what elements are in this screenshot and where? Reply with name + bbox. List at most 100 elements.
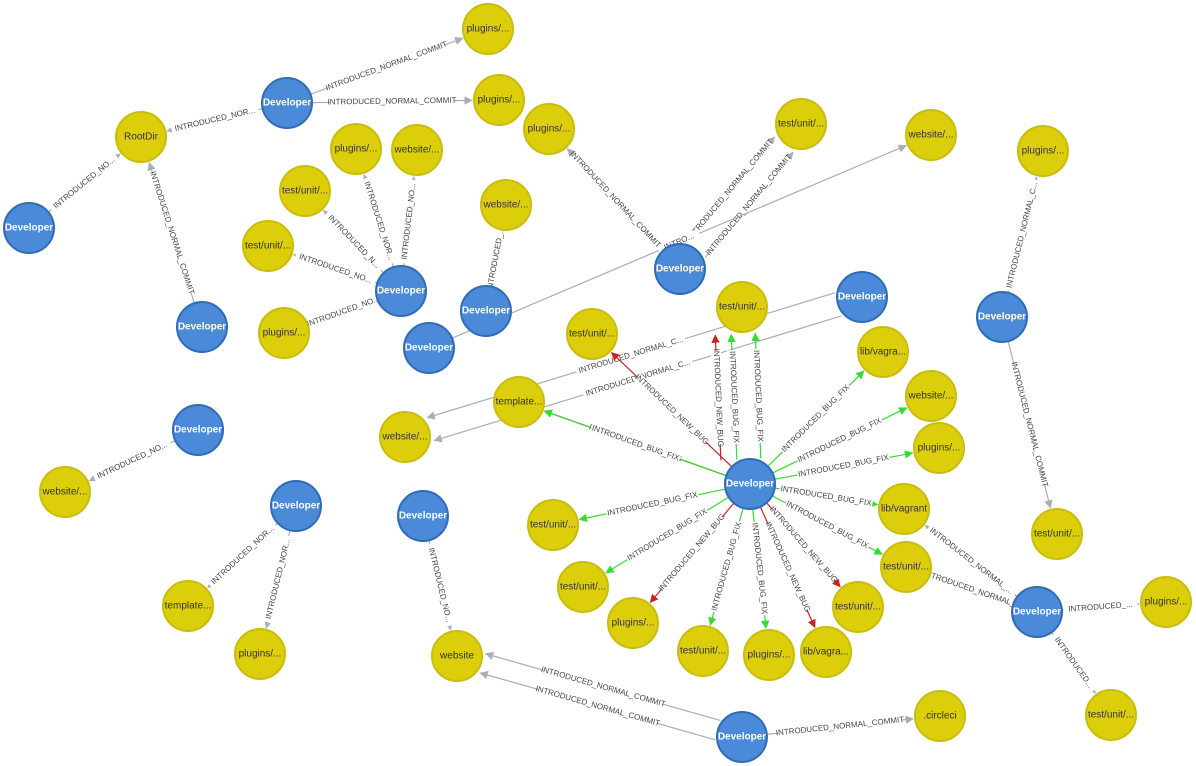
file-node-circle[interactable]	[480, 179, 532, 231]
file-node-circle[interactable]	[914, 690, 966, 742]
developer-node[interactable]: Developer	[976, 291, 1028, 343]
file-node[interactable]: test/unit/...	[775, 98, 827, 150]
file-node[interactable]: test/unit/...	[1031, 508, 1083, 560]
developer-node-circle[interactable]	[460, 285, 512, 337]
file-node[interactable]: website/...	[905, 109, 957, 161]
relationship-edge[interactable]: INTRO...	[451, 144, 907, 339]
file-node-circle[interactable]	[391, 124, 443, 176]
relationship-edge[interactable]: INTRODUCED_NORMAL_COMMIT	[310, 36, 464, 95]
file-node-circle[interactable]	[880, 541, 932, 593]
developer-node-circle[interactable]	[836, 271, 888, 323]
developer-node[interactable]: Developer	[375, 265, 427, 317]
file-node[interactable]: website/...	[391, 124, 443, 176]
file-node-circle[interactable]	[162, 580, 214, 632]
file-node-circle[interactable]	[39, 466, 91, 518]
developer-node[interactable]: Developer	[1011, 586, 1063, 638]
file-node[interactable]: lib/vagra...	[857, 326, 909, 378]
file-node[interactable]: plugins/...	[462, 3, 514, 55]
file-node[interactable]: test/unit/...	[527, 499, 579, 551]
file-node-circle[interactable]	[800, 626, 852, 678]
developer-node-circle[interactable]	[976, 291, 1028, 343]
file-node[interactable]: plugins/...	[1140, 576, 1192, 628]
file-node-circle[interactable]	[1140, 576, 1192, 628]
file-node-circle[interactable]	[234, 628, 286, 680]
relationship-edge[interactable]: INTRODUCED_BUG_FIX	[726, 333, 742, 460]
developer-node[interactable]: Developer	[270, 480, 322, 532]
developer-node[interactable]: Developer	[261, 77, 313, 129]
developer-node-circle[interactable]	[654, 243, 706, 295]
file-node-circle[interactable]	[905, 370, 957, 422]
file-node[interactable]: website	[431, 630, 483, 682]
file-node[interactable]: template...	[162, 580, 214, 632]
file-node-circle[interactable]	[716, 281, 768, 333]
file-node[interactable]: website/...	[480, 179, 532, 231]
file-node[interactable]: test/unit/...	[1085, 689, 1137, 741]
file-node-circle[interactable]	[566, 308, 618, 360]
file-node-circle[interactable]	[115, 111, 167, 163]
developer-node-circle[interactable]	[270, 480, 322, 532]
file-node-circle[interactable]	[527, 499, 579, 551]
file-node-circle[interactable]	[775, 98, 827, 150]
file-node[interactable]: .circleci	[914, 690, 966, 742]
relationship-edge[interactable]: INTRODUCED_NORMAL_COMMIT	[566, 148, 664, 252]
developer-node[interactable]: Developer	[176, 301, 228, 353]
file-node[interactable]: plugins/...	[607, 597, 659, 649]
developer-node-circle[interactable]	[403, 322, 455, 374]
file-node[interactable]: plugins/...	[523, 103, 575, 155]
developer-node[interactable]: Developer	[403, 322, 455, 374]
file-node[interactable]: plugins/...	[913, 422, 965, 474]
file-node[interactable]: test/unit/...	[557, 561, 609, 613]
file-node-circle[interactable]	[242, 220, 294, 272]
file-node[interactable]: test/unit/...	[566, 308, 618, 360]
file-node[interactable]: lib/vagra...	[800, 626, 852, 678]
developer-node-circle[interactable]	[724, 458, 776, 510]
file-node-circle[interactable]	[279, 165, 331, 217]
developer-node[interactable]: Developer	[460, 285, 512, 337]
relationship-edge[interactable]: INTRODUCED_NORMAL_C...	[1003, 176, 1041, 293]
relationship-edge[interactable]: INTRODUCED_NO...	[302, 292, 385, 331]
relationship-edge[interactable]: INTRODUCED_NORMAL_COMMIT	[766, 715, 914, 739]
file-node-circle[interactable]	[462, 3, 514, 55]
relationship-edge[interactable]: INTRODUCED_NO...	[399, 175, 419, 267]
relationship-edge[interactable]: INTRODUCED_NEW_BUG	[710, 334, 726, 461]
file-node[interactable]: test/unit/...	[677, 625, 729, 677]
relationship-edge[interactable]: INTRODUCED_NORMAL_COMMIT	[1007, 341, 1053, 509]
relationship-edge[interactable]: INTRODUCED_NO...	[48, 152, 121, 214]
relationship-edge[interactable]: INTRODUCED_BUG_FIX	[750, 332, 766, 459]
file-node[interactable]: plugins/...	[330, 123, 382, 175]
file-node-circle[interactable]	[379, 411, 431, 463]
developer-node-circle[interactable]	[375, 265, 427, 317]
file-node-circle[interactable]	[857, 326, 909, 378]
file-node-circle[interactable]	[493, 376, 545, 428]
developer-node-circle[interactable]	[172, 404, 224, 456]
file-node[interactable]: plugins/...	[234, 628, 286, 680]
developer-node[interactable]: Developer	[654, 243, 706, 295]
file-node-circle[interactable]	[607, 597, 659, 649]
relationship-edge[interactable]: INTRODUCED_NOR...	[166, 104, 263, 135]
file-node[interactable]: plugins/...	[473, 74, 525, 126]
file-node[interactable]: test/unit/...	[880, 541, 932, 593]
relationship-edge[interactable]: INTRODUCED_NO...	[88, 438, 176, 483]
relationship-edge[interactable]: INTRODUCED_NORMAL_COMMIT	[147, 161, 196, 304]
file-node[interactable]: lib/vagrant	[878, 483, 930, 535]
developer-node-circle[interactable]	[176, 301, 228, 353]
developer-node[interactable]: Developer	[836, 271, 888, 323]
file-node[interactable]: plugins/...	[258, 307, 310, 359]
developer-node[interactable]: Developer	[724, 458, 776, 510]
file-node-circle[interactable]	[905, 109, 957, 161]
developer-node-circle[interactable]	[397, 490, 449, 542]
relationship-edge[interactable]: INTRODUCED...	[1049, 631, 1098, 694]
file-node-circle[interactable]	[832, 581, 884, 633]
file-node[interactable]: test/unit/...	[716, 281, 768, 333]
file-node[interactable]: RootDir	[115, 111, 167, 163]
developer-node-circle[interactable]	[716, 711, 768, 763]
file-node[interactable]: plugins/...	[743, 629, 795, 681]
file-node-circle[interactable]	[557, 561, 609, 613]
file-node[interactable]: test/unit/...	[279, 165, 331, 217]
file-node[interactable]: website/...	[39, 466, 91, 518]
file-node-circle[interactable]	[1017, 125, 1069, 177]
file-node[interactable]: test/unit/...	[832, 581, 884, 633]
relationship-edge[interactable]: INTRODUCED_NOR...	[262, 530, 294, 629]
relationship-edge[interactable]: INTRODUCED_NORMAL_COMMIT	[311, 95, 473, 108]
file-node-circle[interactable]	[743, 629, 795, 681]
